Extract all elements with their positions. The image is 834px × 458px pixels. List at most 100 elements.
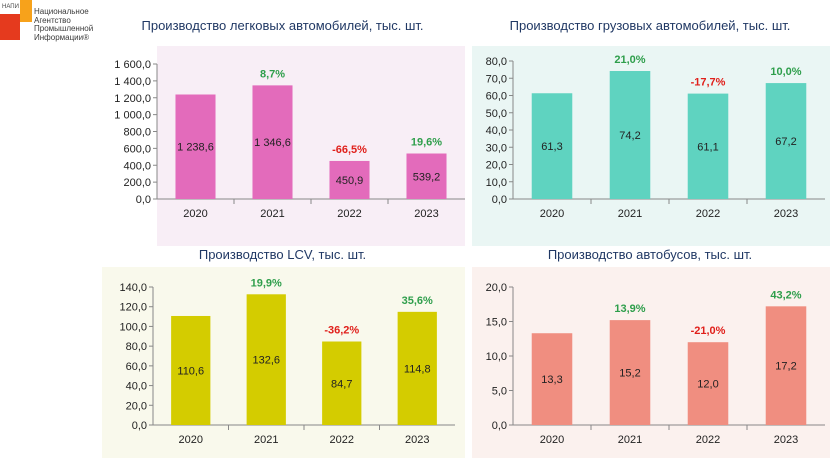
logo-line: Агентство xyxy=(34,15,71,25)
y-tick-label: 10,0 xyxy=(486,177,507,189)
y-tick-label: 80,0 xyxy=(126,341,147,353)
y-tick-label: 400,0 xyxy=(123,160,151,172)
bar-value-label: 74,2 xyxy=(619,130,640,142)
change-percent-label: 21,0% xyxy=(614,54,645,66)
y-tick-label: 60,0 xyxy=(486,91,507,103)
y-tick-label: 30,0 xyxy=(486,142,507,154)
y-tick-label: 200,0 xyxy=(123,177,151,189)
bar-value-label: 15,2 xyxy=(619,368,640,380)
bar xyxy=(687,93,729,199)
change-percent-label: 8,7% xyxy=(260,68,285,80)
y-tick-label: 50,0 xyxy=(486,108,507,120)
x-tick-label: 2022 xyxy=(696,208,720,220)
logo-line: Национальное xyxy=(34,7,89,16)
y-tick-label: 40,0 xyxy=(486,125,507,137)
x-tick-label: 2022 xyxy=(330,434,354,446)
y-tick-label: 10,0 xyxy=(486,351,507,363)
y-tick-label: 0,0 xyxy=(132,420,147,432)
x-tick-label: 2023 xyxy=(405,434,429,446)
bar xyxy=(687,342,729,425)
bar-value-label: 1 238,6 xyxy=(177,142,214,154)
change-percent-label: -21,0% xyxy=(691,325,726,337)
x-tick-label: 2021 xyxy=(260,208,284,220)
x-tick-label: 2021 xyxy=(254,434,278,446)
bar-value-label: 12,0 xyxy=(697,379,718,391)
chart-svg: 0,0 10,0 20,0 30,0 40,0 50,0 60,0 70,0 80,0 61,3 2… xyxy=(486,54,825,220)
bar-value-label: 61,3 xyxy=(541,141,562,153)
x-tick-label: 2021 xyxy=(618,434,642,446)
logo-line: Промышленной xyxy=(34,24,94,33)
bar-value-label: 13,3 xyxy=(541,374,562,386)
logo-text: Национальное Агентство Промышленной Инфо… xyxy=(34,7,94,42)
y-tick-label: 140,0 xyxy=(119,282,147,294)
chart-svg: 0,0 20,0 40,0 60,0 80,0 100,0 120,0 140,0 110,6 2… xyxy=(119,277,455,446)
bar xyxy=(171,315,211,425)
y-tick-label: 20,0 xyxy=(126,400,147,412)
logo-line: Информации® xyxy=(34,32,90,42)
bar xyxy=(765,83,807,199)
y-tick-label: 1 000,0 xyxy=(114,110,151,122)
change-percent-label: 35,6% xyxy=(402,295,433,307)
bar xyxy=(329,160,370,199)
logo-orange-square xyxy=(20,0,32,22)
bar-value-label: 114,8 xyxy=(404,363,431,375)
y-tick-label: 20,0 xyxy=(486,282,507,294)
chart-title: Производство грузовых автомобилей, тыс. … xyxy=(509,18,791,33)
x-tick-label: 2020 xyxy=(183,208,207,220)
change-percent-label: 43,2% xyxy=(770,289,801,301)
change-percent-label: 19,9% xyxy=(251,277,282,289)
bar xyxy=(531,93,573,199)
y-tick-label: 800,0 xyxy=(123,127,151,139)
bar-value-label: 110,6 xyxy=(177,365,204,377)
y-tick-label: 1 200,0 xyxy=(114,93,151,105)
change-percent-label: 13,9% xyxy=(614,303,645,315)
y-tick-label: 0,0 xyxy=(492,194,507,206)
bar xyxy=(175,94,216,199)
bar xyxy=(406,153,447,199)
x-tick-label: 2020 xyxy=(540,434,564,446)
y-tick-label: 1 400,0 xyxy=(114,76,151,88)
y-tick-label: 20,0 xyxy=(486,160,507,172)
bar-value-label: 1 346,6 xyxy=(254,137,291,149)
y-tick-label: 15,0 xyxy=(486,317,507,329)
x-tick-label: 2023 xyxy=(774,208,798,220)
y-tick-label: 80,0 xyxy=(486,56,507,68)
bar-value-label: 539,2 xyxy=(413,171,441,183)
bar xyxy=(322,341,362,425)
bar xyxy=(246,294,286,425)
y-tick-label: 0,0 xyxy=(136,194,151,206)
y-tick-label: 100,0 xyxy=(119,321,147,333)
y-tick-label: 40,0 xyxy=(126,381,147,393)
bar xyxy=(252,85,293,199)
chart-title: Производство LCV, тыс. шт. xyxy=(198,247,367,262)
bar-value-label: 132,6 xyxy=(252,355,280,367)
change-percent-label: 10,0% xyxy=(770,66,801,78)
y-tick-label: 0,0 xyxy=(492,420,507,432)
bar-value-label: 67,2 xyxy=(775,136,796,148)
bar xyxy=(609,71,651,199)
trucks-chart: Производство грузовых автомобилей, тыс. … xyxy=(470,18,830,246)
y-tick-label: 600,0 xyxy=(123,143,151,155)
x-tick-label: 2022 xyxy=(696,434,720,446)
bar xyxy=(397,311,437,425)
change-percent-label: -36,2% xyxy=(324,325,359,337)
bar-value-label: 84,7 xyxy=(331,378,352,390)
y-tick-label: 1 600,0 xyxy=(114,59,151,71)
change-percent-label: -17,7% xyxy=(691,77,726,89)
buses-chart: Производство автобусов, тыс. шт. 0,0 5,0 1… xyxy=(470,247,830,458)
change-percent-label: 19,6% xyxy=(411,137,442,149)
y-tick-label: 60,0 xyxy=(126,361,147,373)
napi-logo: НАПИ Национальное Агентство Промышленной… xyxy=(0,0,96,60)
bar xyxy=(609,320,651,425)
bar-value-label: 17,2 xyxy=(775,361,796,373)
y-tick-label: 120,0 xyxy=(119,302,147,314)
y-tick-label: 70,0 xyxy=(486,73,507,85)
x-tick-label: 2023 xyxy=(414,208,438,220)
x-tick-label: 2020 xyxy=(540,208,564,220)
bar-value-label: 450,9 xyxy=(336,175,364,187)
x-tick-label: 2022 xyxy=(337,208,361,220)
chart-title: Производство автобусов, тыс. шт. xyxy=(547,247,753,262)
x-tick-label: 2023 xyxy=(774,434,798,446)
chart-svg: 0,0 5,0 10,0 15,0 20,0 13,3 2020 15,2 13,9% 2021 1… xyxy=(486,282,825,446)
y-tick-label: 5,0 xyxy=(492,386,507,398)
